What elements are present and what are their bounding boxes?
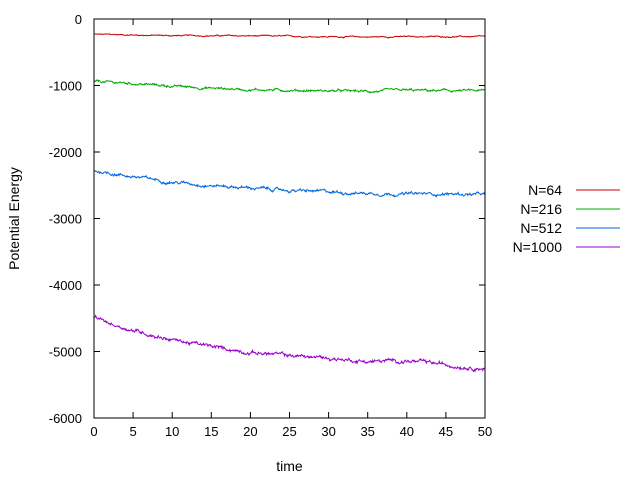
plot-lines <box>93 33 486 373</box>
x-tick-label: 35 <box>360 424 374 439</box>
legend-label: N=512 <box>520 220 562 236</box>
y-axis-label: Potential Energy <box>6 167 22 270</box>
x-tick-label: 40 <box>400 424 414 439</box>
x-tick-label: 45 <box>439 424 453 439</box>
series-line-n-1000 <box>93 314 486 373</box>
y-tick-label: -2000 <box>49 145 82 160</box>
legend: N=64 N=216 N=512 N=1000 <box>513 182 620 255</box>
x-tick-label: 0 <box>90 424 97 439</box>
series-line-n-512 <box>93 170 486 198</box>
series-line-n-64 <box>93 33 486 39</box>
x-tick-label: 10 <box>165 424 179 439</box>
x-tick-label: 20 <box>243 424 257 439</box>
legend-label: N=64 <box>528 182 562 198</box>
legend-label: N=216 <box>520 201 562 217</box>
x-axis: 0 5 10 15 20 25 30 35 40 45 50 <box>90 19 492 439</box>
x-tick-label: 50 <box>478 424 492 439</box>
y-tick-label: -6000 <box>49 411 82 426</box>
legend-label: N=1000 <box>513 239 563 255</box>
y-tick-label: -5000 <box>49 345 82 360</box>
x-tick-label: 15 <box>204 424 218 439</box>
y-tick-label: 0 <box>75 12 82 27</box>
y-tick-label: -3000 <box>49 212 82 227</box>
y-tick-label: -1000 <box>49 79 82 94</box>
x-tick-label: 25 <box>282 424 296 439</box>
x-tick-label: 5 <box>129 424 136 439</box>
plot-frame <box>93 18 486 419</box>
y-axis: 0 -1000 -2000 -3000 -4000 -5000 -6000 <box>49 12 485 426</box>
x-tick-label: 30 <box>321 424 335 439</box>
y-tick-label: -4000 <box>49 278 82 293</box>
x-axis-label: time <box>276 458 303 474</box>
series-line-n-216 <box>93 79 486 94</box>
